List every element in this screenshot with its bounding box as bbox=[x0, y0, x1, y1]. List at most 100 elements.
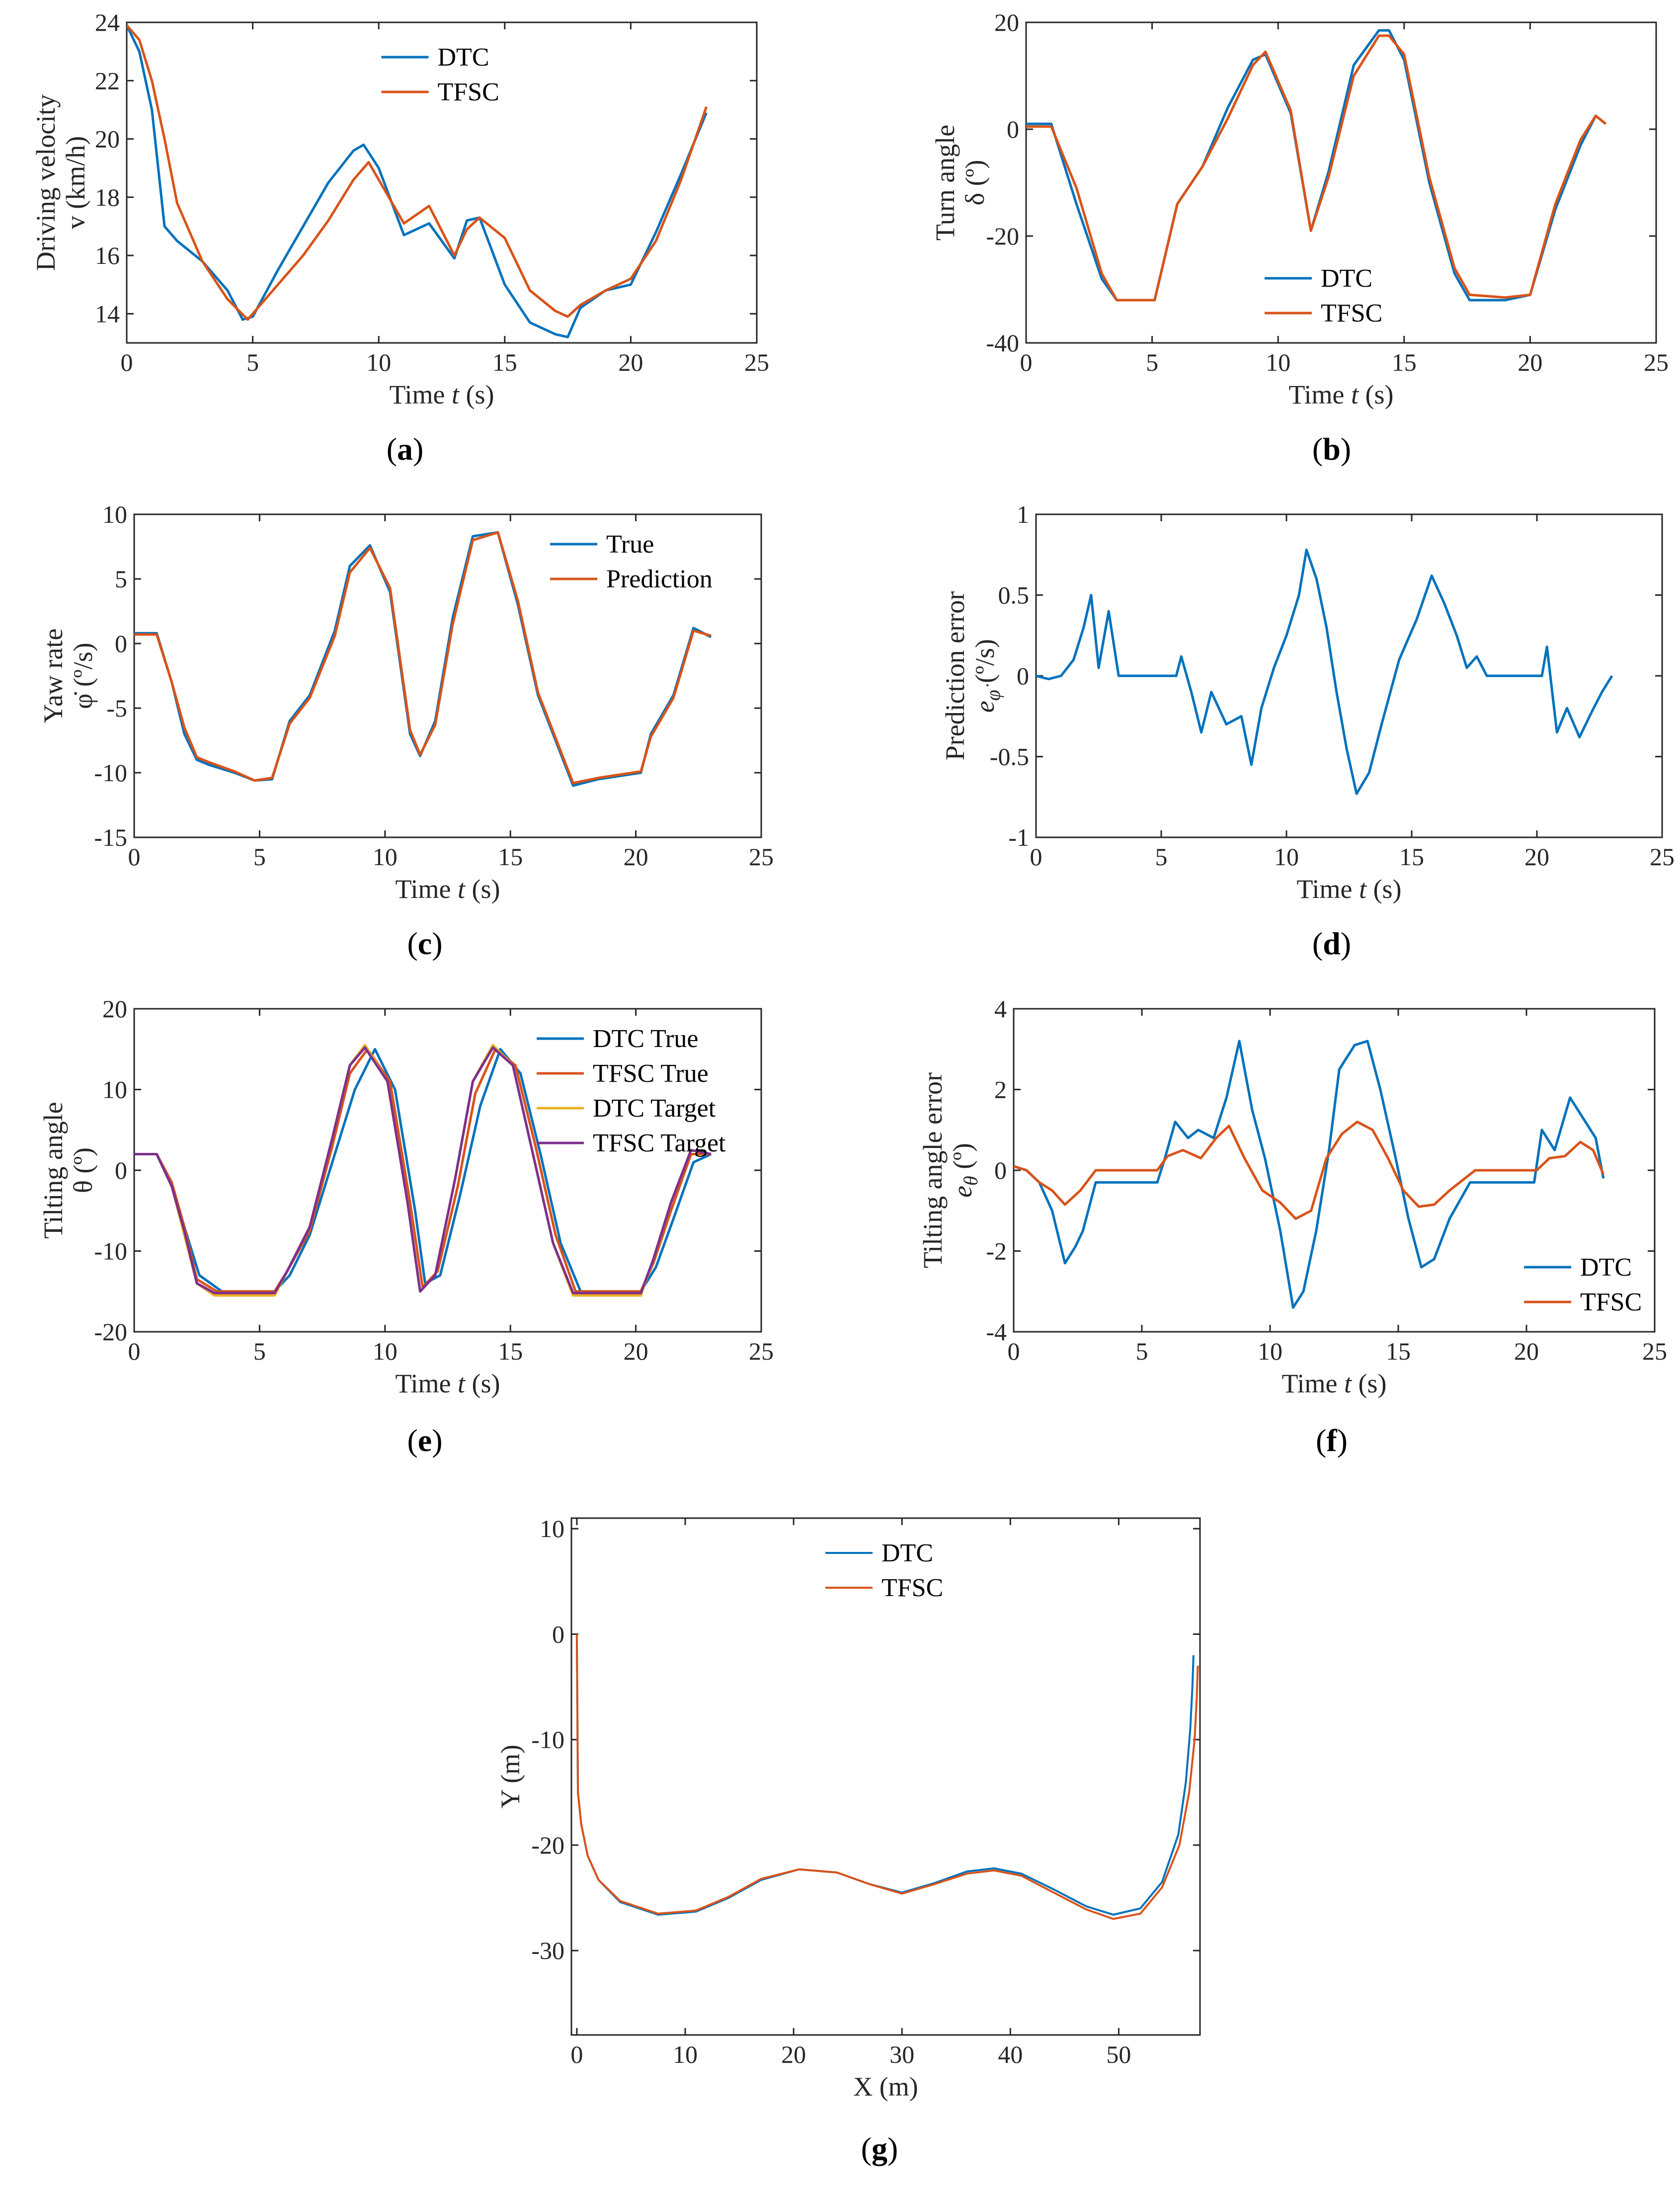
legend-entry-label: DTC Target bbox=[593, 1094, 716, 1123]
y-axis-label: Turn angle bbox=[930, 125, 960, 241]
x-axis-label: Time t (s) bbox=[395, 874, 500, 904]
x-tick-label: 0 bbox=[121, 348, 133, 376]
legend: DTC TFSC bbox=[1524, 1253, 1642, 1316]
x-tick-label: 50 bbox=[1106, 2040, 1131, 2068]
x-tick-label: 25 bbox=[1650, 843, 1675, 871]
y-tick-label: 20 bbox=[95, 125, 120, 153]
legend-entry-label: True bbox=[606, 530, 654, 559]
x-tick-label: 5 bbox=[246, 348, 259, 376]
x-tick-label: 25 bbox=[744, 348, 769, 376]
plot-area bbox=[1025, 21, 1657, 344]
y-axis-label: φ̇ (º/s) bbox=[68, 643, 98, 709]
x-tick-label: 20 bbox=[618, 348, 643, 376]
y-tick-label: 10 bbox=[102, 1076, 127, 1104]
x-tick-label: 0 bbox=[1020, 348, 1033, 376]
y-tick-label: -10 bbox=[94, 759, 127, 787]
series-line-dtc bbox=[1014, 1040, 1605, 1309]
x-tick-label: 10 bbox=[373, 843, 398, 871]
legend-entry-label: DTC bbox=[438, 43, 489, 72]
x-tick-label: 5 bbox=[1155, 843, 1168, 871]
y-tick-label: 0 bbox=[1007, 115, 1019, 143]
x-axis-label: Time t (s) bbox=[389, 380, 494, 409]
panel-label: (a) bbox=[387, 431, 424, 467]
series-line-tfsc bbox=[1026, 34, 1607, 302]
panel-label: (d) bbox=[1312, 926, 1351, 961]
series-line-tfsc-true bbox=[134, 1048, 711, 1293]
y-tick-label: -1 bbox=[1008, 823, 1029, 851]
x-tick-label: 5 bbox=[253, 1337, 266, 1365]
x-tick-label: 10 bbox=[373, 1337, 398, 1365]
chart-panel-g: 0 10 20 30 40 50 -30 -20 -10 0 10 X (m) Y (m) DTC TFSC… bbox=[495, 1515, 1201, 2166]
panel-label: (b) bbox=[1312, 431, 1351, 467]
series-line-tfsc bbox=[127, 24, 708, 321]
y-tick-label: -20 bbox=[986, 222, 1019, 250]
x-axis-label: Time t (s) bbox=[1296, 874, 1401, 904]
y-axis-label: Y (m) bbox=[495, 1745, 525, 1808]
y-tick-label: -15 bbox=[94, 823, 127, 851]
series-line-prediction bbox=[134, 531, 712, 785]
y-tick-label: 0 bbox=[994, 1156, 1007, 1184]
x-axis-label: Time t (s) bbox=[1288, 380, 1393, 409]
legend-entry-label: TFSC bbox=[1580, 1288, 1642, 1316]
legend: True Prediction bbox=[550, 530, 713, 593]
x-tick-label: 25 bbox=[1644, 348, 1669, 376]
y-tick-label: 14 bbox=[95, 300, 120, 327]
x-tick-label: 20 bbox=[1524, 843, 1549, 871]
x-tick-label: 0 bbox=[1008, 1337, 1020, 1365]
x-tick-label: 40 bbox=[998, 2040, 1023, 2068]
panel-label: (f) bbox=[1316, 1423, 1348, 1458]
y-tick-label: 16 bbox=[95, 242, 120, 269]
x-tick-label: 0 bbox=[128, 843, 141, 871]
y-tick-label: 18 bbox=[95, 183, 120, 211]
legend-entry-label: DTC True bbox=[593, 1025, 698, 1053]
x-tick-label: 10 bbox=[673, 2040, 698, 2068]
y-tick-label: -20 bbox=[531, 1831, 564, 1859]
x-tick-label: 0 bbox=[1030, 843, 1042, 871]
y-tick-label: -4 bbox=[986, 1318, 1007, 1346]
x-tick-label: 20 bbox=[624, 1337, 648, 1365]
y-tick-label: 0 bbox=[115, 630, 127, 657]
legend: DTC True TFSC True DTC Target TFSC Target bbox=[537, 1025, 726, 1157]
y-tick-label: 22 bbox=[95, 67, 120, 94]
x-tick-label: 20 bbox=[781, 2040, 806, 2068]
x-axis-label: Time t (s) bbox=[395, 1369, 500, 1398]
chart-panel-d: 0 5 10 15 20 25 -1 -0.5 0 0.5 1 Time t (s) Predictio… bbox=[940, 500, 1675, 961]
legend-entry-label: TFSC Target bbox=[593, 1129, 726, 1157]
y-tick-label: -10 bbox=[531, 1726, 564, 1754]
chart-panel-b: 0 5 10 15 20 25 -40 -20 0 20 Time t (s) Turn angle δ… bbox=[930, 8, 1669, 467]
y-tick-label: -20 bbox=[94, 1318, 127, 1346]
panel-label: (g) bbox=[861, 2131, 898, 2166]
series-line-tfsc-target bbox=[134, 1046, 712, 1295]
y-tick-label: -2 bbox=[986, 1237, 1007, 1265]
x-tick-label: 25 bbox=[749, 843, 774, 871]
y-axis-label: θ (º) bbox=[68, 1147, 98, 1193]
x-tick-label: 0 bbox=[128, 1337, 141, 1365]
x-tick-label: 15 bbox=[492, 348, 517, 376]
series-line-tfsc bbox=[1014, 1121, 1605, 1220]
panel-label: (c) bbox=[407, 926, 442, 961]
y-axis-label: Tilting angle bbox=[38, 1102, 68, 1239]
y-axis-label: Driving velocity bbox=[31, 94, 61, 271]
y-tick-label: 24 bbox=[95, 8, 120, 36]
y-axis-label: Prediction error bbox=[940, 591, 970, 760]
y-axis-label: Tilting angle error bbox=[918, 1072, 948, 1268]
x-tick-label: 20 bbox=[624, 843, 648, 871]
x-axis-label: Time t (s) bbox=[1281, 1369, 1386, 1398]
x-tick-label: 10 bbox=[1274, 843, 1299, 871]
y-tick-label: -5 bbox=[106, 694, 127, 722]
legend-entry-label: DTC bbox=[1580, 1253, 1632, 1282]
legend: DTC TFSC bbox=[825, 1539, 943, 1602]
legend-entry-label: TFSC bbox=[438, 78, 499, 106]
x-tick-label: 5 bbox=[1136, 1337, 1148, 1365]
y-tick-label: 2 bbox=[994, 1076, 1007, 1104]
y-axis-label: eθ (º) bbox=[948, 1143, 982, 1198]
y-tick-label: -0.5 bbox=[990, 743, 1029, 771]
y-tick-label: 20 bbox=[102, 995, 127, 1023]
y-tick-label: 20 bbox=[994, 8, 1019, 36]
y-tick-label: 4 bbox=[994, 995, 1007, 1023]
x-tick-label: 20 bbox=[1518, 348, 1542, 376]
plot-area bbox=[133, 1008, 762, 1333]
x-tick-label: 5 bbox=[253, 843, 266, 871]
y-axis-label: Yaw rate bbox=[38, 629, 68, 724]
y-tick-label: -30 bbox=[531, 1937, 564, 1964]
